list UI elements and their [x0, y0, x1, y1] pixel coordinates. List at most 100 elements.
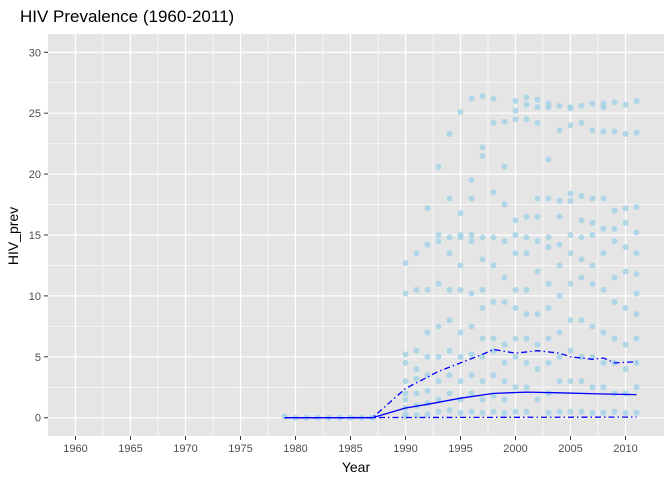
- scatter-point: [446, 317, 453, 324]
- y-tick-label: 20: [29, 169, 41, 181]
- scatter-point: [622, 219, 629, 226]
- scatter-point: [633, 229, 640, 236]
- scatter-point: [545, 305, 552, 312]
- scatter-point: [578, 408, 585, 415]
- scatter-point: [578, 317, 585, 324]
- y-tick-label: 0: [35, 413, 41, 425]
- scatter-point: [512, 335, 519, 342]
- scatter-point: [402, 396, 409, 403]
- scatter-point: [622, 390, 629, 397]
- scatter-point: [578, 378, 585, 385]
- chart-title: HIV Prevalence (1960-2011): [20, 7, 234, 26]
- x-tick-label: 1965: [118, 443, 142, 455]
- scatter-point: [479, 335, 486, 342]
- scatter-point: [633, 250, 640, 257]
- scatter-point: [567, 317, 574, 324]
- y-axis-ticks: 0 5 10 15 20 25 30: [29, 47, 48, 425]
- scatter-point: [600, 384, 607, 391]
- scatter-point: [600, 128, 607, 135]
- scatter-point: [512, 353, 519, 360]
- scatter-point: [578, 274, 585, 281]
- scatter-point: [545, 234, 552, 241]
- scatter-point: [633, 311, 640, 318]
- scatter-point: [424, 387, 431, 394]
- scatter-point: [424, 353, 431, 360]
- y-tick-label: 5: [35, 352, 41, 364]
- scatter-point: [468, 195, 475, 202]
- scatter-point: [479, 378, 486, 385]
- scatter-point: [534, 96, 541, 103]
- y-axis-title: HIV_prev: [5, 207, 21, 265]
- scatter-point: [534, 311, 541, 318]
- scatter-point: [457, 353, 464, 360]
- scatter-point: [622, 244, 629, 251]
- scatter-point: [545, 359, 552, 366]
- scatter-point: [435, 323, 442, 330]
- scatter-point: [501, 299, 508, 305]
- scatter-point: [490, 372, 497, 379]
- scatter-point: [578, 217, 585, 224]
- scatter-point: [589, 280, 596, 287]
- scatter-point: [281, 413, 288, 420]
- scatter-point: [413, 390, 420, 397]
- scatter-point: [611, 274, 618, 281]
- scatter-point: [622, 268, 629, 275]
- scatter-point: [468, 408, 475, 415]
- scatter-point: [512, 305, 519, 312]
- scatter-point: [611, 99, 618, 106]
- scatter-point: [402, 290, 409, 297]
- scatter-point: [622, 341, 629, 348]
- scatter-point: [479, 256, 486, 263]
- scatter-point: [523, 234, 530, 241]
- y-tick-label: 15: [29, 230, 41, 242]
- scatter-point: [402, 351, 409, 358]
- scatter-point: [567, 250, 574, 257]
- scatter-point: [468, 372, 475, 379]
- scatter-point: [600, 250, 607, 257]
- scatter-point: [457, 108, 464, 115]
- scatter-point: [534, 104, 541, 111]
- scatter-point: [501, 118, 508, 125]
- scatter-point: [567, 280, 574, 287]
- scatter-point: [556, 408, 563, 415]
- scatter-point: [523, 359, 530, 366]
- scatter-point: [512, 408, 519, 415]
- scatter-point: [545, 244, 552, 251]
- scatter-point: [534, 366, 541, 372]
- x-axis-title: Year: [342, 459, 371, 475]
- scatter-point: [446, 390, 453, 397]
- scatter-point: [490, 335, 497, 342]
- scatter-point: [435, 280, 442, 287]
- scatter-point: [589, 262, 596, 269]
- scatter-point: [622, 305, 629, 312]
- scatter-point: [589, 353, 596, 360]
- scatter-point: [457, 234, 464, 241]
- scatter-point: [556, 262, 563, 269]
- scatter-point: [435, 353, 442, 360]
- scatter-point: [622, 409, 629, 416]
- scatter-point: [446, 130, 453, 137]
- scatter-point: [633, 129, 640, 136]
- scatter-point: [435, 396, 442, 403]
- trend-line-dashdot: [284, 348, 637, 419]
- scatter-point: [490, 408, 497, 415]
- scatter-point: [435, 232, 442, 238]
- scatter-point: [534, 341, 541, 348]
- scatter-point: [523, 311, 530, 318]
- scatter-point: [633, 409, 640, 416]
- scatter-point: [446, 250, 453, 257]
- scatter-point: [402, 359, 409, 366]
- scatter-point: [622, 130, 629, 137]
- scatter-point: [633, 359, 640, 366]
- scatter-point: [457, 210, 464, 217]
- scatter-point: [424, 205, 431, 212]
- scatter-point: [512, 217, 519, 224]
- scatter-point: [402, 378, 409, 385]
- scatter-point: [534, 195, 541, 202]
- trend-line-solid: [284, 391, 637, 419]
- scatter-point: [534, 238, 541, 245]
- scatter-point: [512, 384, 519, 391]
- scatter-point: [468, 390, 475, 397]
- scatter-point: [424, 241, 431, 248]
- scatter-point: [479, 409, 486, 416]
